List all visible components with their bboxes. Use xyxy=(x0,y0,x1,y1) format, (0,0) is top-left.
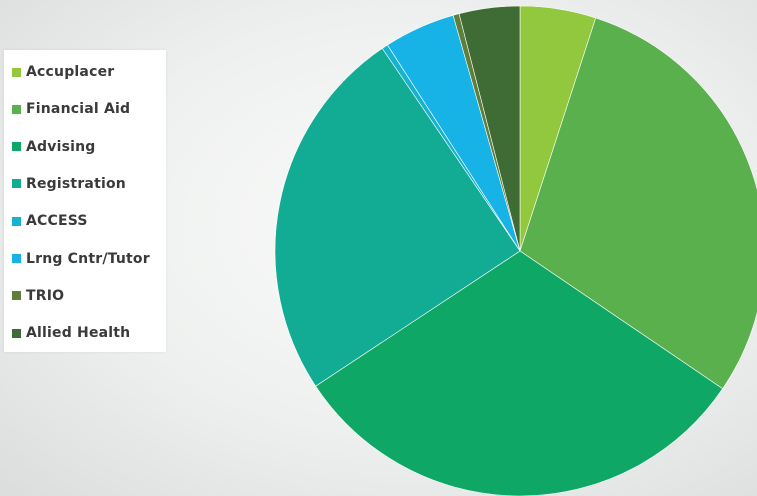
legend-label: Lrng Cntr/Tutor xyxy=(26,250,150,267)
legend-label: Allied Health xyxy=(26,325,131,342)
pie-slice-registration xyxy=(274,47,521,387)
pie-slice-allied-health xyxy=(458,5,521,252)
legend-swatch xyxy=(12,328,21,338)
legend-item-financial-aid: Financial Aid xyxy=(12,99,130,119)
legend-item-lrng-cntr-tutor: Lrng Cntr/Tutor xyxy=(12,249,150,269)
legend-label: ACCESS xyxy=(26,213,88,230)
chart-legend: Accuplacer Financial Aid Advising Registrat… xyxy=(4,50,166,352)
legend-label: Registration xyxy=(26,175,126,192)
legend-label: Financial Aid xyxy=(26,101,131,118)
legend-item-access: ACCESS xyxy=(12,211,88,231)
legend-swatch xyxy=(12,142,21,152)
legend-item-allied-health: Allied Health xyxy=(12,323,130,343)
legend-item-registration: Registration xyxy=(12,174,126,194)
legend-swatch xyxy=(12,216,21,226)
legend-item-advising: Advising xyxy=(12,137,96,157)
legend-swatch xyxy=(12,254,21,263)
legend-label: TRIO xyxy=(26,287,65,304)
legend-item-accuplacer: Accuplacer xyxy=(12,62,114,82)
legend-label: Accuplacer xyxy=(26,64,115,80)
legend-swatch xyxy=(12,104,21,114)
pie-slice-financial-aid xyxy=(519,17,757,390)
legend-item-trio: TRIO xyxy=(12,286,64,306)
legend-swatch xyxy=(12,67,21,77)
legend-label: Advising xyxy=(26,138,96,155)
legend-swatch xyxy=(12,179,21,189)
legend-swatch xyxy=(12,291,21,301)
